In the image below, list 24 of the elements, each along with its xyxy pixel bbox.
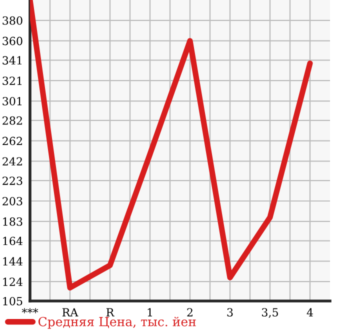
y-tick-label: 144 — [3, 257, 22, 266]
x-tick-label: *** — [22, 308, 38, 314]
y-tick-label: 360 — [2, 36, 22, 46]
y-tick-label: 262 — [2, 136, 22, 146]
x-tick-label: R — [106, 308, 114, 316]
y-tick-label: 203 — [2, 196, 22, 206]
y-tick-label: 183 — [3, 217, 22, 226]
y-tick-label: 105 — [3, 296, 22, 306]
y-tick-label: 321 — [2, 76, 22, 85]
x-tick-label: 1 — [148, 308, 152, 316]
x-tick-label: 3 — [227, 308, 233, 317]
y-tick-label: 223 — [2, 176, 22, 185]
y-tick-label: 282 — [2, 116, 22, 125]
y-tick-label: 341 — [2, 56, 22, 65]
x-tick-label: 4 — [306, 308, 313, 316]
y-tick-label: 242 — [2, 157, 22, 166]
x-tick-label: 2 — [187, 308, 192, 316]
y-tick-label: 164 — [3, 236, 22, 246]
y-tick-label: 124 — [3, 278, 22, 286]
x-tick-label: RA — [62, 308, 78, 316]
legend-label: Средняя Цена, тыс. йен — [38, 316, 196, 329]
x-tick-label: 3,5 — [262, 308, 278, 318]
y-tick-label: 380 — [2, 16, 22, 25]
y-tick-label: 301 — [2, 96, 22, 106]
